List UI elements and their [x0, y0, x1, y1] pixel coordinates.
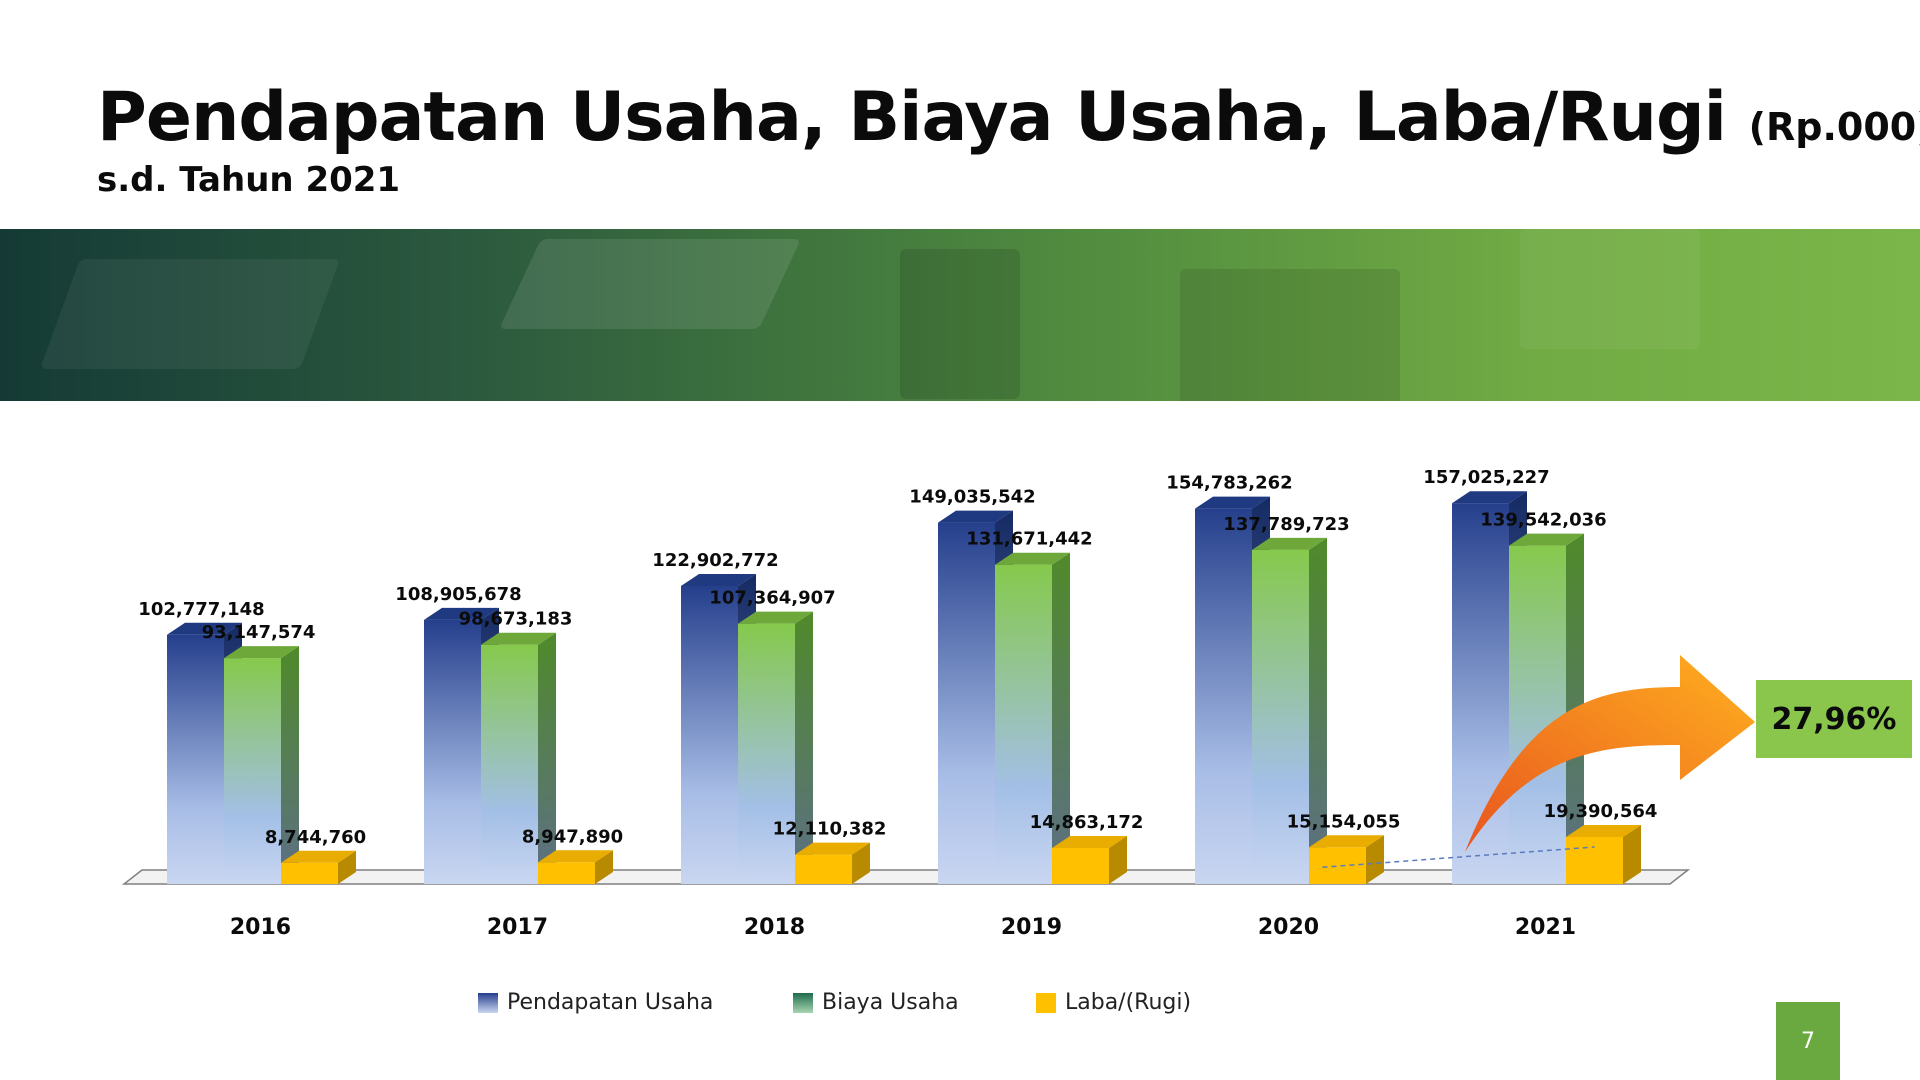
x-tick-label-2020: 2020	[1258, 915, 1319, 940]
legend-label-revenue: Pendapatan Usaha	[507, 990, 714, 1015]
data-label-cost-2018: 107,364,907	[709, 588, 835, 609]
x-tick-labels-group: 2016 2017 2018 2019 2020 2021	[230, 915, 1576, 940]
title-unit: (Rp.000)	[1748, 105, 1920, 149]
legend-label-profit: Laba/(Rugi)	[1065, 990, 1192, 1015]
bar-cost-2019	[995, 552, 1070, 884]
bar-profit-2019	[1052, 835, 1127, 884]
growth-percentage-badge: 27,96%	[1756, 680, 1912, 758]
legend-swatch-cost	[793, 992, 813, 1013]
bar-cost-2016	[224, 646, 299, 884]
legend-label-cost: Biaya Usaha	[822, 990, 959, 1015]
page-title: Pendapatan Usaha, Biaya Usaha, Laba/Rugi…	[97, 78, 1920, 157]
bars-group	[167, 491, 1641, 884]
bar-cost-2017	[481, 632, 556, 884]
legend-item-cost: Biaya Usaha	[793, 990, 959, 1015]
data-label-cost-2021: 139,542,036	[1480, 510, 1606, 531]
growth-arrow-icon	[1465, 655, 1755, 852]
data-label-profit-2016: 8,744,760	[265, 827, 366, 848]
data-label-cost-2020: 137,789,723	[1223, 514, 1349, 535]
page-subtitle: s.d. Tahun 2021	[97, 160, 401, 200]
data-label-profit-2020: 15,154,055	[1287, 811, 1401, 832]
bar-profit-2021	[1566, 824, 1641, 884]
legend-swatch-revenue	[478, 992, 498, 1013]
page-number: 7	[1776, 1002, 1840, 1080]
data-label-revenue-2016: 102,777,148	[138, 599, 264, 620]
title-text: Pendapatan Usaha, Biaya Usaha, Laba/Rugi	[97, 78, 1727, 157]
bar-profit-2018	[795, 842, 870, 884]
data-label-cost-2017: 98,673,183	[459, 609, 573, 630]
header-banner-image	[0, 229, 1920, 401]
bar-profit-2017	[538, 850, 613, 884]
x-tick-label-2017: 2017	[487, 915, 548, 940]
x-tick-label-2018: 2018	[744, 915, 805, 940]
data-label-profit-2017: 8,947,890	[522, 826, 623, 847]
data-label-profit-2019: 14,863,172	[1030, 812, 1144, 833]
trend-line	[1322, 846, 1595, 868]
data-label-revenue-2018: 122,902,772	[652, 550, 778, 571]
x-tick-label-2016: 2016	[230, 915, 291, 940]
data-label-revenue-2019: 149,035,542	[909, 487, 1035, 508]
bar-profit-2016	[281, 850, 356, 884]
bar-cost-2018	[738, 611, 813, 884]
x-tick-label-2021: 2021	[1515, 915, 1576, 940]
legend-swatch-profit	[1036, 992, 1056, 1013]
data-label-cost-2019: 131,671,442	[966, 529, 1092, 550]
data-label-profit-2021: 19,390,564	[1544, 801, 1658, 822]
x-tick-label-2019: 2019	[1001, 915, 1062, 940]
data-label-revenue-2021: 157,025,227	[1423, 467, 1549, 488]
bar-profit-2020	[1309, 835, 1384, 884]
data-label-revenue-2020: 154,783,262	[1166, 473, 1292, 494]
bar-cost-2020	[1252, 537, 1327, 884]
data-label-cost-2016: 93,147,574	[202, 622, 316, 643]
legend-item-profit: Laba/(Rugi)	[1036, 990, 1191, 1015]
data-label-revenue-2017: 108,905,678	[395, 584, 521, 605]
legend-item-revenue: Pendapatan Usaha	[478, 990, 713, 1015]
chart-legend: Pendapatan Usaha Biaya Usaha Laba/(Rugi)	[0, 990, 1920, 1020]
data-label-profit-2018: 12,110,382	[773, 819, 887, 840]
